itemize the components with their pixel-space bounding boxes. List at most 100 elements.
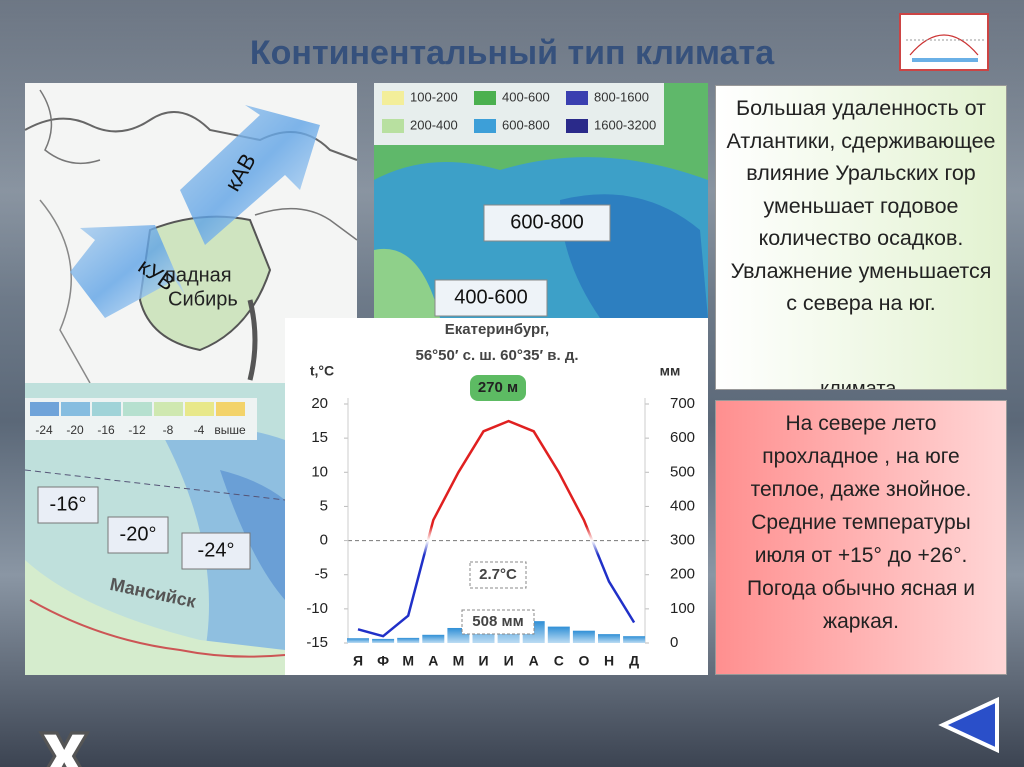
y2-tick-label: 0 (670, 634, 678, 651)
box-text: Большая удаленность от Атлантики, сдержи… (726, 96, 996, 315)
legend-label: -12 (128, 423, 146, 437)
x-tick-label: С (554, 653, 564, 669)
map-label: -24° (198, 539, 235, 561)
legend-swatch (123, 402, 152, 416)
close-icon[interactable] (38, 731, 91, 767)
y-tick-label: 0 (320, 532, 328, 549)
legend-label: -20 (66, 423, 84, 437)
map-label-box (107, 516, 169, 554)
back-icon[interactable] (938, 696, 999, 754)
legend-label: 200-400 (410, 117, 458, 132)
legend-label: 800-1600 (594, 89, 649, 104)
map-label-box (37, 486, 99, 524)
legend-swatch (154, 402, 183, 416)
y2-tick-label: 500 (670, 463, 695, 480)
legend-label: 1600-3200 (594, 117, 656, 132)
box-text: На севере лето прохладное , на юге тепло… (747, 412, 975, 633)
y-axis-label: t,°C (310, 363, 334, 379)
x-tick-label: И (504, 653, 514, 669)
map-label: 600-800 (510, 211, 583, 233)
x-tick-label: Я (353, 653, 363, 669)
y-tick-label: -15 (306, 634, 328, 651)
legend-swatch (216, 402, 245, 416)
y2-tick-label: 400 (670, 497, 695, 514)
map-label-box (483, 204, 611, 242)
legend-label: -8 (163, 423, 174, 437)
elevation-badge (470, 375, 526, 401)
legend-swatch (474, 119, 496, 133)
text-box: На севере лето прохладное , на юге тепло… (715, 400, 1007, 675)
annotation-box (461, 609, 535, 635)
wind-map: кАВ кУВ падная Сибирь (24, 83, 358, 384)
map-label: 400-600 (454, 286, 527, 308)
temperature-line (357, 419, 636, 638)
climate-chart: Екатеринбург, 56°50′ с. ш. 60°35′ в. д. 27… (306, 321, 695, 669)
legend-label: 100-200 (410, 89, 458, 104)
map-label-box (181, 532, 251, 570)
x-tick-label: М (453, 653, 465, 669)
y-tick-label: 5 (320, 497, 328, 514)
y-tick-label: 15 (311, 429, 328, 446)
chart-subtitle: 56°50′ с. ш. 60°35′ в. д. (415, 347, 578, 364)
x-tick-label: Ф (377, 653, 389, 669)
legend-swatch (566, 119, 588, 133)
annotation: 508 мм (472, 613, 523, 630)
precip-bar (547, 626, 570, 643)
text-box: Большая удаленность от Атлантики, сдержи… (715, 85, 1007, 390)
y-tick-label: 20 (311, 395, 328, 412)
legend-label: 400-600 (502, 89, 550, 104)
legend-swatch (61, 402, 90, 416)
map-label: -16° (50, 493, 87, 515)
y-tick-label: -10 (306, 600, 328, 617)
map-label-box (434, 279, 548, 317)
legend-label: 600-800 (502, 117, 550, 132)
legend-swatch (382, 91, 404, 105)
annotation: 2.7°C (479, 566, 517, 583)
box-hidden-text: климата. (820, 378, 902, 390)
temp-map: -24 -20 -16 -12 -8 -4 выше-16°-20°-24° Мансийс… (24, 383, 286, 675)
legend-swatch (566, 91, 588, 105)
precip-bar (572, 630, 595, 643)
thumbnail (899, 13, 989, 71)
elevation: 270 м (478, 379, 518, 396)
x-tick-label: И (478, 653, 488, 669)
legend-label: -24 (35, 423, 53, 437)
y2-tick-label: 600 (670, 429, 695, 446)
x-tick-label: Н (604, 653, 614, 669)
y2-tick-label: 100 (670, 600, 695, 617)
x-tick-label: О (578, 653, 589, 669)
map-label: -20° (120, 523, 157, 545)
legend-label: -4 (194, 423, 205, 437)
legend-label: -16 (97, 423, 115, 437)
legend-swatch (185, 402, 214, 416)
map-label: Сибирь (168, 288, 238, 310)
precip-bar (422, 634, 445, 643)
legend-swatch (382, 119, 404, 133)
y2-axis-label: мм (660, 363, 681, 379)
y-tick-label: -5 (315, 566, 328, 583)
chart-title: Екатеринбург, (445, 321, 549, 338)
legend-label: выше (214, 423, 246, 437)
x-tick-label: Д (629, 653, 639, 669)
x-tick-label: М (402, 653, 414, 669)
y2-tick-label: 300 (670, 532, 695, 549)
slide-title: Континентальный тип климата (250, 34, 775, 72)
precip-bar (598, 634, 620, 643)
precip-bar (623, 636, 646, 643)
y-tick-label: 10 (311, 463, 328, 480)
precip-map: 100-200 400-600 800-1600 200-400 600-800 1600… (374, 83, 708, 318)
y2-tick-label: 200 (670, 566, 695, 583)
precip-bar (372, 638, 395, 643)
x-tick-label: А (428, 653, 438, 669)
precip-bar (397, 637, 420, 643)
map-label: падная (165, 264, 232, 286)
y2-tick-label: 700 (670, 395, 695, 412)
precip-bar (347, 638, 369, 643)
annotation-box (469, 561, 527, 589)
legend-swatch (92, 402, 121, 416)
x-tick-label: А (529, 653, 539, 669)
legend-swatch (474, 91, 496, 105)
legend-swatch (30, 402, 59, 416)
